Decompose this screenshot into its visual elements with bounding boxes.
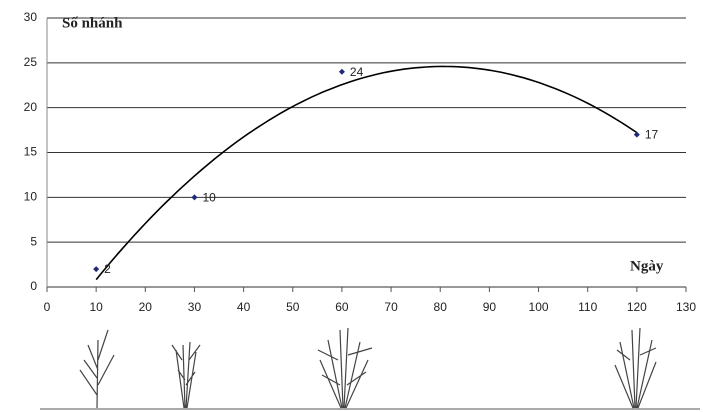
x-tick-label: 40: [237, 300, 251, 314]
x-tick-label: 110: [578, 300, 597, 314]
x-tick-label: 70: [384, 300, 398, 314]
plant-sketch: [172, 342, 200, 408]
trend-line: [96, 66, 637, 279]
y-tick-label: 20: [24, 100, 38, 114]
x-tick-label: 20: [139, 300, 153, 314]
y-tick-label: 25: [24, 55, 38, 69]
plant-sketch: [318, 328, 372, 408]
point: [634, 132, 640, 138]
y-tick-label: 5: [30, 234, 37, 248]
chart: Số nhánh Ngày 05101520253001020304050607…: [0, 0, 703, 412]
point: [339, 69, 345, 75]
x-tick-label: 80: [434, 300, 448, 314]
x-tick-label: 30: [188, 300, 202, 314]
data-label: 10: [202, 191, 216, 205]
x-tick-label: 120: [627, 300, 647, 314]
plant-illustrations: [40, 328, 700, 409]
data-label: 17: [645, 128, 659, 142]
x-tick-label: 130: [676, 300, 696, 314]
x-tick-label: 90: [483, 300, 497, 314]
x-tick-label: 50: [286, 300, 300, 314]
plant-sketch: [80, 330, 114, 408]
y-tick-label: 15: [24, 145, 38, 159]
x-tick-label: 0: [44, 300, 51, 314]
y-tick-label: 0: [30, 279, 37, 293]
y-tick-label: 10: [24, 190, 38, 204]
data-label: 2: [104, 262, 111, 276]
x-tick-label: 60: [335, 300, 349, 314]
point: [93, 266, 99, 272]
x-tick-label: 10: [89, 300, 103, 314]
y-tick-label: 30: [24, 10, 38, 24]
x-axis-title: Ngày: [630, 258, 664, 274]
plant-sketch: [615, 328, 656, 408]
x-tick-label: 100: [529, 300, 549, 314]
data-label: 24: [350, 65, 364, 79]
point: [191, 194, 197, 200]
